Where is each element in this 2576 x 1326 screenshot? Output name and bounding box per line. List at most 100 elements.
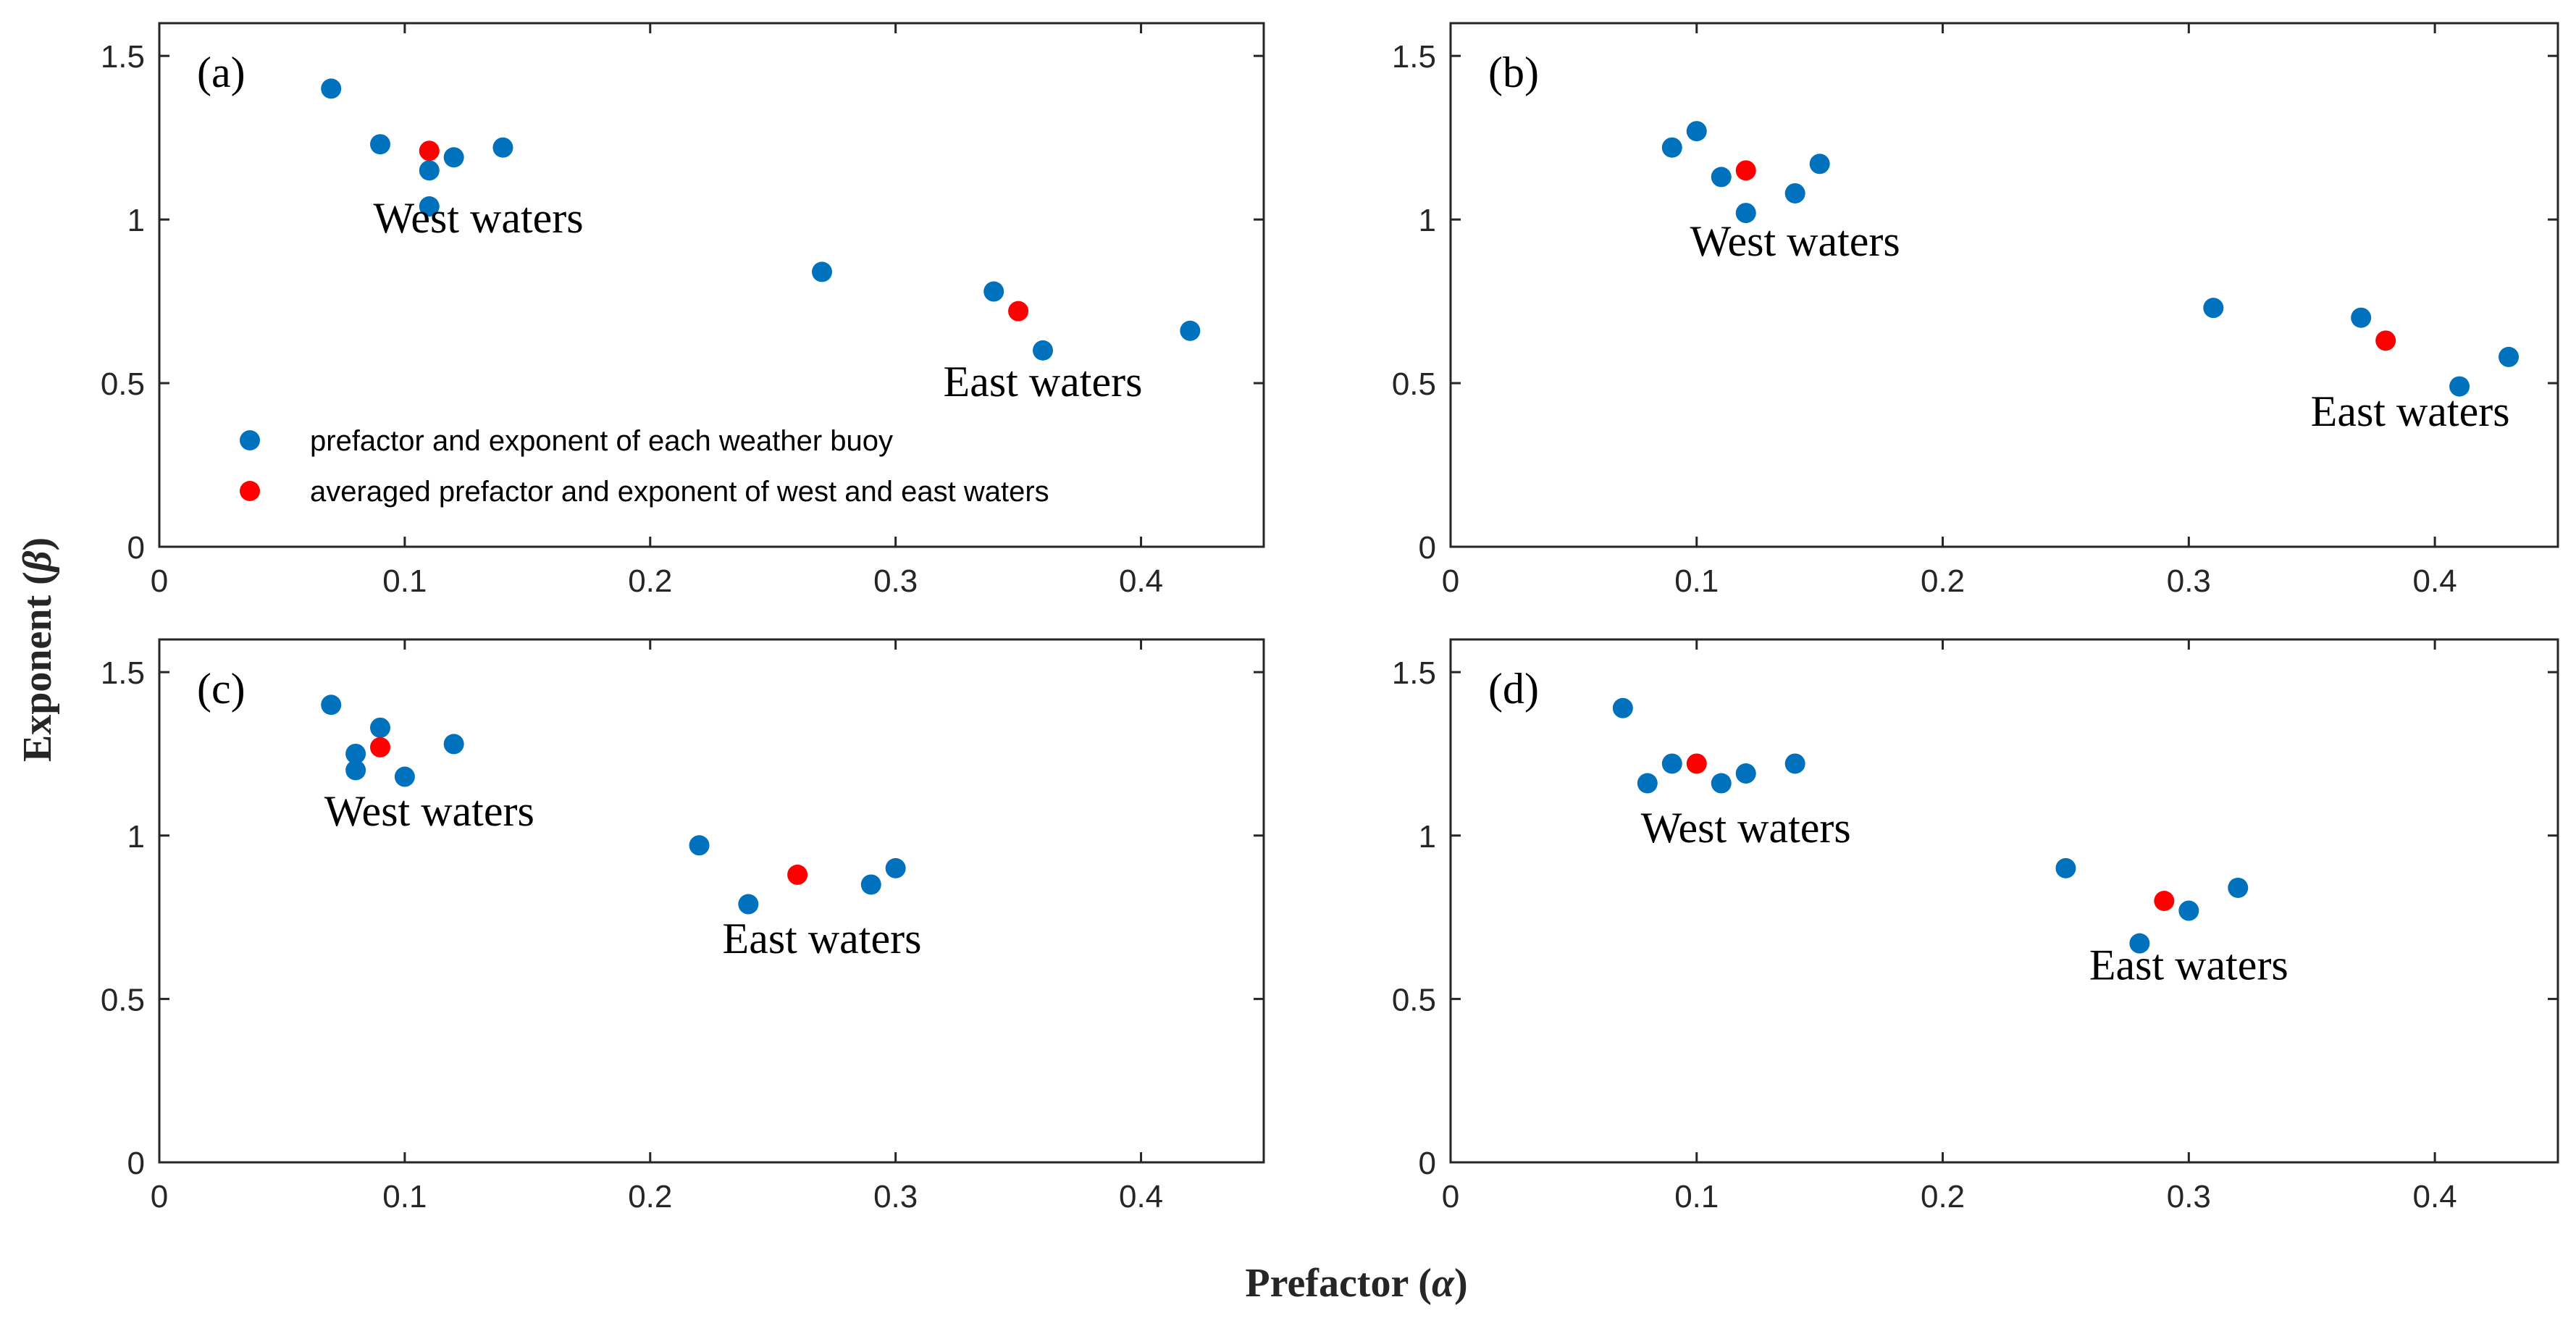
legend-label: prefactor and exponent of each weather b… — [310, 425, 893, 457]
station-point — [2055, 857, 2076, 878]
average-point — [2375, 330, 2396, 351]
station-point — [321, 695, 342, 716]
station-point — [492, 137, 513, 158]
station-point — [1612, 697, 1633, 718]
station-point — [1784, 182, 1805, 203]
y-tick-label: 0.5 — [101, 982, 145, 1017]
station-point — [370, 134, 390, 155]
station-point — [1637, 773, 1658, 794]
panel-d: 0 0.1 0.2 0.3 0.4 0 0.5 1 1.5 (d) West waters East … — [1392, 638, 2559, 1214]
x-axis-title: Prefactor (α) — [1245, 1261, 1467, 1306]
average-point — [1008, 301, 1029, 322]
x-tick-label: 0.3 — [873, 563, 918, 599]
x-tick-label: 0.2 — [1921, 1179, 1965, 1214]
station-point — [1711, 773, 1732, 794]
legend: prefactor and exponent of each weather b… — [240, 425, 1049, 508]
x-tick-label: 0.4 — [2413, 1179, 2457, 1214]
station-point — [419, 196, 440, 217]
y-tick-label: 0.5 — [1392, 366, 1436, 402]
x-tick-label: 0.1 — [1674, 1179, 1719, 1214]
station-point — [812, 261, 832, 282]
y-tick-label: 0 — [1419, 530, 1436, 566]
y-tick-label: 0 — [127, 530, 145, 566]
station-point — [2351, 307, 2372, 328]
legend-label: averaged prefactor and exponent of west … — [310, 476, 1049, 508]
x-tick-label: 0 — [1442, 1179, 1459, 1214]
x-tick-label: 0.2 — [628, 563, 672, 599]
y-tick-label: 1.5 — [101, 39, 145, 75]
group-annotation: East waters — [723, 915, 922, 962]
y-tick-label: 0.5 — [1392, 982, 1436, 1017]
station-point — [2499, 346, 2520, 367]
station-point — [443, 734, 464, 755]
station-point — [2228, 877, 2249, 898]
panel-label: (b) — [1488, 49, 1539, 96]
x-tick-label: 0.3 — [873, 1179, 918, 1214]
station-point — [689, 835, 710, 856]
station-point — [885, 857, 906, 878]
station-point — [1735, 763, 1756, 784]
station-point — [443, 147, 464, 168]
y-tick-label: 1.5 — [1392, 39, 1436, 75]
y-axis-title-text: Exponent — [15, 595, 60, 763]
y-tick-label: 1.5 — [1392, 655, 1436, 691]
station-point — [1033, 340, 1053, 361]
y-tick-label: 0 — [1419, 1146, 1436, 1181]
station-point — [419, 160, 440, 181]
panel-a: 0 0.1 0.2 0.3 0.4 0 0.5 1 1.5 (a) West waters East … — [101, 22, 1265, 599]
axes-frame — [1449, 638, 2559, 1164]
y-tick-label: 1 — [127, 819, 145, 855]
station-point — [345, 760, 366, 781]
x-tick-label: 0.3 — [2167, 1179, 2211, 1214]
x-tick-label: 0.4 — [2413, 563, 2457, 599]
station-point — [738, 894, 759, 915]
average-point — [787, 864, 808, 885]
legend-marker — [240, 430, 260, 450]
legend-marker — [240, 481, 260, 501]
x-tick-label: 0 — [1442, 563, 1459, 599]
x-tick-label: 0.4 — [1119, 563, 1163, 599]
x-tick-label: 0.4 — [1119, 1179, 1163, 1214]
x-tick-label: 0.1 — [382, 563, 427, 599]
average-point — [370, 737, 390, 758]
y-tick-label: 0 — [127, 1146, 145, 1181]
average-point — [1686, 753, 1707, 774]
station-point — [321, 78, 342, 99]
x-tick-label: 0.2 — [1921, 563, 1965, 599]
average-point — [1735, 160, 1756, 181]
x-tick-label: 0 — [151, 563, 168, 599]
station-point — [345, 743, 366, 764]
panel-label: (d) — [1488, 665, 1539, 713]
group-annotation: West waters — [374, 194, 584, 242]
station-point — [1180, 320, 1201, 341]
average-point — [2154, 891, 2175, 911]
station-point — [370, 717, 390, 738]
station-point — [394, 766, 415, 787]
panel-c: 0 0.1 0.2 0.3 0.4 0 0.5 1 1.5 (c) West waters East … — [101, 638, 1265, 1214]
y-axis-symbol: β — [15, 550, 60, 573]
axes-frame — [158, 638, 1265, 1164]
x-axis-title-text: Prefactor — [1245, 1261, 1408, 1306]
station-point — [1784, 753, 1805, 774]
station-point — [1661, 753, 1682, 774]
y-tick-label: 0.5 — [101, 366, 145, 402]
station-point — [1661, 137, 1682, 158]
station-point — [2129, 933, 2150, 954]
station-point — [1686, 121, 1707, 142]
station-point — [1809, 154, 1830, 175]
station-point — [2203, 298, 2224, 319]
y-axis-title: Exponent (β) — [15, 537, 60, 762]
group-annotation: East waters — [2311, 387, 2510, 435]
x-axis-symbol: α — [1432, 1261, 1455, 1306]
panel-label: (c) — [197, 665, 246, 713]
y-tick-label: 1 — [1419, 203, 1436, 238]
station-point — [2178, 900, 2199, 921]
axes-frame — [1449, 22, 2559, 548]
x-tick-label: 0.1 — [382, 1179, 427, 1214]
x-tick-label: 0.3 — [2167, 563, 2211, 599]
group-annotation: East waters — [2089, 941, 2288, 989]
average-point — [419, 140, 440, 161]
y-tick-label: 1.5 — [101, 655, 145, 691]
group-annotation: West waters — [1690, 217, 1900, 265]
